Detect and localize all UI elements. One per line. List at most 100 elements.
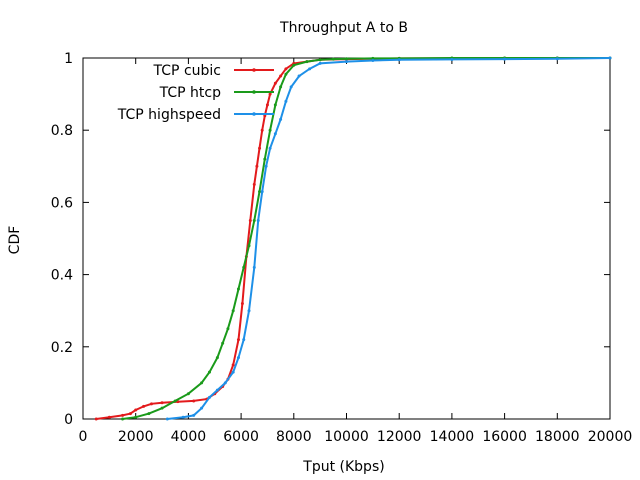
- data-point: [260, 190, 264, 194]
- data-point: [264, 164, 268, 168]
- x-tick-label: 6000: [223, 429, 259, 445]
- data-point: [555, 57, 559, 61]
- chart-title: Throughput A to B: [279, 20, 408, 36]
- data-point: [223, 381, 227, 385]
- data-point: [240, 301, 244, 305]
- data-point: [247, 244, 251, 248]
- data-point: [273, 132, 277, 136]
- data-point: [397, 58, 401, 62]
- data-point: [160, 401, 164, 405]
- data-point: [215, 356, 219, 360]
- series-tcp-highspeed: [165, 56, 612, 421]
- data-point: [258, 190, 262, 194]
- x-tick-label: 16000: [482, 429, 527, 445]
- x-tick-label: 8000: [276, 429, 312, 445]
- data-point: [226, 327, 230, 331]
- data-point: [173, 399, 177, 403]
- legend-marker: [252, 112, 256, 116]
- data-point: [236, 356, 240, 360]
- data-point: [345, 57, 348, 61]
- data-point: [150, 402, 154, 406]
- data-point: [450, 57, 454, 61]
- data-point: [308, 67, 312, 71]
- data-point: [160, 406, 164, 410]
- x-tick-label: 18000: [535, 429, 580, 445]
- legend-marker: [252, 90, 256, 94]
- data-point: [231, 370, 235, 374]
- data-point: [121, 417, 125, 421]
- data-point: [263, 157, 267, 161]
- data-point: [318, 61, 322, 65]
- data-point: [248, 218, 252, 222]
- data-point: [256, 218, 260, 222]
- x-tick-label: 20000: [588, 429, 633, 445]
- data-point: [165, 417, 169, 421]
- series-layer: [94, 56, 612, 421]
- data-point: [207, 370, 211, 374]
- x-tick-label: 4000: [171, 429, 207, 445]
- data-point: [186, 392, 190, 396]
- data-point: [147, 412, 151, 416]
- data-point: [608, 56, 612, 60]
- data-point: [268, 128, 272, 132]
- data-point: [242, 338, 246, 342]
- data-point: [252, 265, 256, 269]
- y-tick-label: 0.4: [51, 268, 73, 284]
- data-point: [273, 81, 277, 85]
- data-point: [207, 395, 211, 399]
- y-tick-label: 0.6: [51, 195, 73, 211]
- data-point: [192, 399, 196, 403]
- legend-label: TCP cubic: [153, 63, 221, 79]
- data-point: [134, 408, 138, 412]
- data-point: [371, 56, 375, 60]
- data-point: [192, 413, 196, 417]
- data-point: [236, 338, 240, 342]
- data-point: [284, 72, 288, 76]
- data-point: [279, 74, 283, 78]
- x-tick-label: 10000: [324, 429, 369, 445]
- x-tick-label: 12000: [377, 429, 422, 445]
- data-point: [345, 60, 348, 64]
- data-point: [215, 388, 219, 392]
- data-point: [258, 146, 262, 150]
- legend-entry: TCP cubic: [153, 63, 274, 79]
- legend: TCP cubic TCP htcp TCP highspeed: [117, 63, 274, 123]
- series-line: [167, 57, 611, 420]
- data-point: [265, 103, 269, 107]
- data-point: [297, 74, 301, 78]
- data-point: [252, 218, 256, 222]
- data-point: [284, 67, 288, 71]
- legend-label: TCP htcp: [159, 85, 221, 101]
- y-axis: 0 0.2 0.4 0.6 0.8 1: [51, 51, 610, 428]
- data-point: [305, 60, 309, 64]
- data-point: [263, 114, 267, 118]
- data-point: [292, 63, 296, 67]
- data-point: [279, 117, 283, 121]
- data-point: [134, 415, 138, 419]
- data-point: [231, 363, 235, 367]
- legend-entry: TCP highspeed: [117, 107, 274, 123]
- data-point: [242, 265, 246, 269]
- data-point: [289, 85, 293, 89]
- data-point: [371, 59, 375, 63]
- data-point: [121, 413, 125, 417]
- data-point: [260, 128, 264, 132]
- x-tick-label: 0: [79, 429, 88, 445]
- x-tick-label: 14000: [430, 429, 475, 445]
- data-point: [94, 417, 98, 421]
- data-point: [181, 415, 185, 419]
- x-axis: 0 2000 4000 6000 8000 10000 12000 14000 16000 180…: [79, 58, 633, 445]
- data-point: [279, 85, 283, 89]
- y-tick-label: 0: [64, 412, 73, 428]
- data-point: [128, 412, 132, 416]
- data-point: [247, 309, 251, 313]
- data-point: [236, 287, 240, 291]
- data-point: [142, 404, 146, 408]
- data-point: [268, 146, 272, 150]
- data-point: [107, 415, 111, 419]
- legend-entry: TCP htcp: [159, 85, 274, 101]
- x-tick-label: 2000: [118, 429, 154, 445]
- legend-marker: [252, 68, 256, 72]
- y-tick-label: 1: [64, 51, 73, 67]
